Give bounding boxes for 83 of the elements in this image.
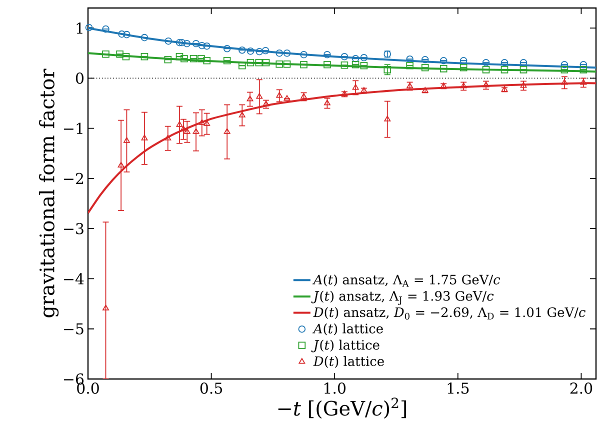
point xyxy=(406,82,414,88)
point xyxy=(118,162,124,168)
point xyxy=(520,66,528,74)
point xyxy=(283,49,291,57)
point xyxy=(164,134,172,140)
point xyxy=(102,25,110,33)
line-series xyxy=(88,52,596,73)
point xyxy=(406,55,414,63)
point xyxy=(246,96,254,102)
point xyxy=(276,60,284,68)
point xyxy=(384,116,391,122)
point xyxy=(141,134,148,140)
point xyxy=(184,128,190,134)
point xyxy=(164,37,172,45)
point xyxy=(140,52,148,60)
point xyxy=(238,112,246,118)
point xyxy=(276,49,284,57)
x-tick-label: 0.5 xyxy=(200,382,222,394)
text: D(t) ansatz, D$_{0}$ = −2.69, Λ$_{D}$ = 1.01 GeV/c xyxy=(313,307,586,320)
y-axis-title: gravitational form factor xyxy=(39,68,59,318)
x-tick-label: 2.0 xyxy=(570,382,592,394)
point xyxy=(284,95,290,101)
point xyxy=(460,64,468,72)
point xyxy=(340,62,348,69)
y-tick-label: −5 xyxy=(64,323,84,334)
point xyxy=(123,137,130,143)
x-axis-title: −t [(GeV/c)$^{2}$] xyxy=(278,398,406,419)
point xyxy=(85,24,93,32)
x-tick-label: 1.0 xyxy=(324,382,346,394)
point xyxy=(500,59,508,66)
point xyxy=(224,128,230,134)
y-tick-label: −4 xyxy=(64,273,84,284)
point xyxy=(102,50,110,58)
point xyxy=(198,119,206,125)
y-tick-label: −3 xyxy=(64,222,84,234)
point xyxy=(176,121,183,127)
point xyxy=(406,62,414,70)
legend-label: J(t) lattice xyxy=(311,340,380,352)
point xyxy=(324,61,331,68)
point xyxy=(192,128,200,134)
point xyxy=(203,56,211,64)
point xyxy=(440,56,448,64)
y-tick-label: 0 xyxy=(76,72,84,84)
point xyxy=(324,50,331,58)
point xyxy=(560,61,568,68)
legend-label: A(t) lattice xyxy=(312,323,383,336)
point xyxy=(580,61,588,68)
point xyxy=(223,44,231,52)
point xyxy=(140,34,148,42)
legend-label: A(t) ansatz, Λ$_{A}$ = 1.75 GeV/c xyxy=(312,274,500,287)
point xyxy=(204,120,210,126)
point xyxy=(384,66,392,74)
point xyxy=(520,82,527,88)
y-tick-label: −1 xyxy=(64,122,82,134)
point xyxy=(352,84,359,90)
point xyxy=(460,82,467,88)
point xyxy=(300,93,307,99)
point xyxy=(340,52,348,60)
x-tick-label: 1.5 xyxy=(448,382,469,394)
point xyxy=(482,66,490,74)
x-tick-label: 0.0 xyxy=(77,382,99,394)
point xyxy=(283,60,291,68)
point xyxy=(580,79,587,85)
point xyxy=(421,56,429,64)
line-series xyxy=(88,82,596,214)
point xyxy=(300,61,308,68)
point xyxy=(561,79,568,85)
point xyxy=(300,50,308,58)
y-tick-label: 1 xyxy=(76,22,82,34)
y-tick-label: −6 xyxy=(64,373,84,385)
point xyxy=(500,66,508,74)
point xyxy=(324,100,330,106)
point xyxy=(421,64,429,72)
point xyxy=(223,56,231,64)
point xyxy=(482,82,490,88)
point xyxy=(276,92,283,98)
point xyxy=(256,93,263,99)
point xyxy=(440,65,448,72)
point xyxy=(164,56,172,64)
legend-label: D(t) lattice xyxy=(313,356,384,368)
point xyxy=(482,59,490,66)
legend-label: J(t) ansatz, Λ$_{J}$ = 1.93 GeV/c xyxy=(311,290,494,306)
y-tick-label: −2 xyxy=(64,172,84,184)
